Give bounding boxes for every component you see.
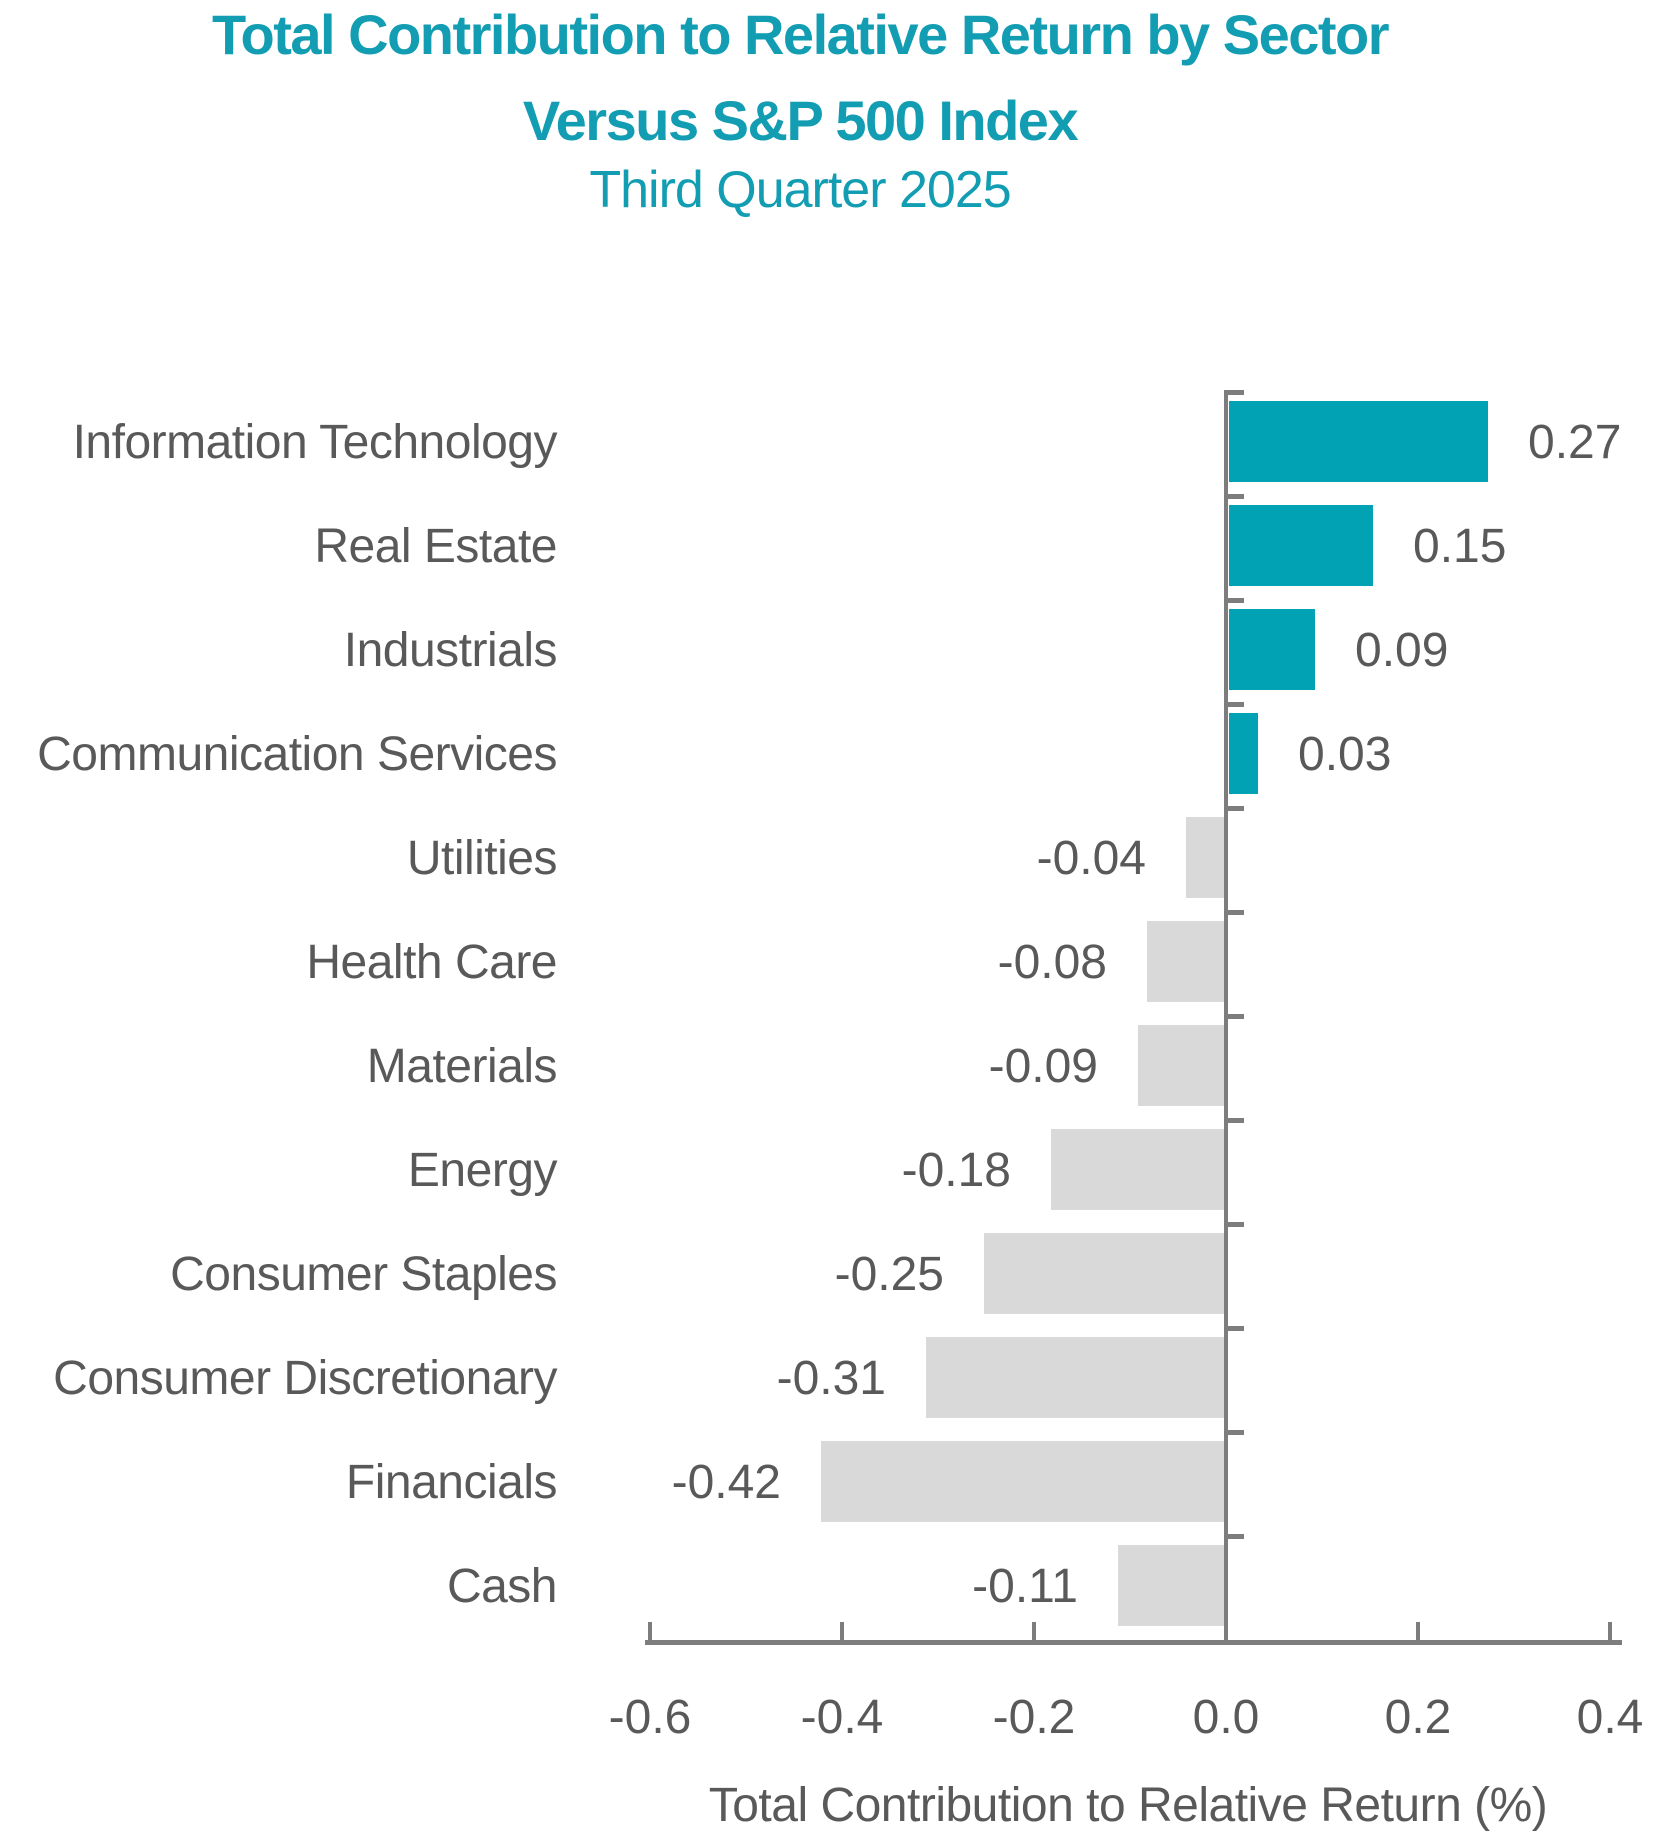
x-tick-label--0-6: -0.6 [608,1691,692,1744]
value-label-industrials: 0.09 [1355,623,1449,677]
value-label-health-care: -0.08 [997,935,1107,989]
category-label-consumer-discretionary: Consumer Discretionary [53,1351,557,1405]
chart-title-line-1: Total Contribution to Relative Return by… [211,3,1390,66]
y-axis-tick [1224,1326,1244,1331]
value-label-cash: -0.11 [972,1559,1078,1613]
x-axis-tick [1608,1622,1612,1640]
bar-consumer-discretionary [926,1337,1224,1418]
bar-energy [1051,1129,1224,1210]
category-label-energy: Energy [407,1143,558,1197]
category-label-consumer-staples: Consumer Staples [170,1247,557,1301]
bar-consumer-staples [984,1233,1224,1314]
value-label-consumer-discretionary: -0.31 [776,1351,886,1405]
x-axis-tick [840,1622,844,1640]
bar-materials [1138,1025,1224,1106]
y-axis-tick [1224,1430,1244,1435]
category-label-industrials: Industrials [343,623,558,677]
chart-title-line-2: Versus S&P 500 Index [522,89,1079,152]
chart-subtitle: Third Quarter 2025 [589,161,1011,219]
y-axis-tick [1224,390,1244,395]
bar-cash [1118,1545,1224,1626]
category-label-financials: Financials [345,1455,558,1509]
y-axis-tick [1224,806,1244,811]
y-axis-tick [1224,910,1244,915]
category-label-information-technology: Information Technology [72,415,558,469]
x-axis-line [645,1640,1622,1645]
x-tick-label-0-0: 0.0 [1192,1691,1260,1744]
category-label-cash: Cash [446,1559,558,1613]
x-tick-label--0-2: -0.2 [992,1691,1076,1744]
x-axis-tick [1032,1622,1036,1640]
bar-information-technology [1229,401,1488,482]
y-axis-tick [1224,598,1244,603]
bar-industrials [1229,609,1315,690]
x-tick-label--0-4: -0.4 [800,1691,884,1744]
value-label-consumer-staples: -0.25 [834,1247,944,1301]
category-label-utilities: Utilities [406,831,558,885]
category-label-materials: Materials [366,1039,558,1093]
x-axis-title: Total Contribution to Relative Return (%… [708,1779,1548,1832]
value-label-energy: -0.18 [901,1143,1011,1197]
value-label-materials: -0.09 [988,1039,1098,1093]
x-axis-tick [1416,1622,1420,1640]
y-axis-tick [1224,1534,1244,1539]
bar-financials [821,1441,1224,1522]
value-label-real-estate: 0.15 [1413,519,1507,573]
x-tick-label-0-4: 0.4 [1576,1691,1644,1744]
category-label-communication-services: Communication Services [37,727,557,781]
x-axis-tick [648,1622,652,1640]
y-axis-tick [1224,1014,1244,1019]
bar-utilities [1186,817,1224,898]
y-axis-tick [1224,1118,1244,1123]
y-axis-tick [1224,1222,1244,1227]
x-tick-label-0-2: 0.2 [1384,1691,1452,1744]
category-label-health-care: Health Care [306,935,557,989]
bar-communication-services [1229,713,1258,794]
bar-real-estate [1229,505,1373,586]
value-label-utilities: -0.04 [1036,831,1146,885]
category-label-real-estate: Real Estate [314,519,557,573]
y-axis-tick [1224,494,1244,499]
value-label-communication-services: 0.03 [1298,727,1392,781]
bar-health-care [1147,921,1224,1002]
value-label-information-technology: 0.27 [1528,415,1622,469]
y-axis-tick [1224,702,1244,707]
value-label-financials: -0.42 [671,1455,781,1509]
